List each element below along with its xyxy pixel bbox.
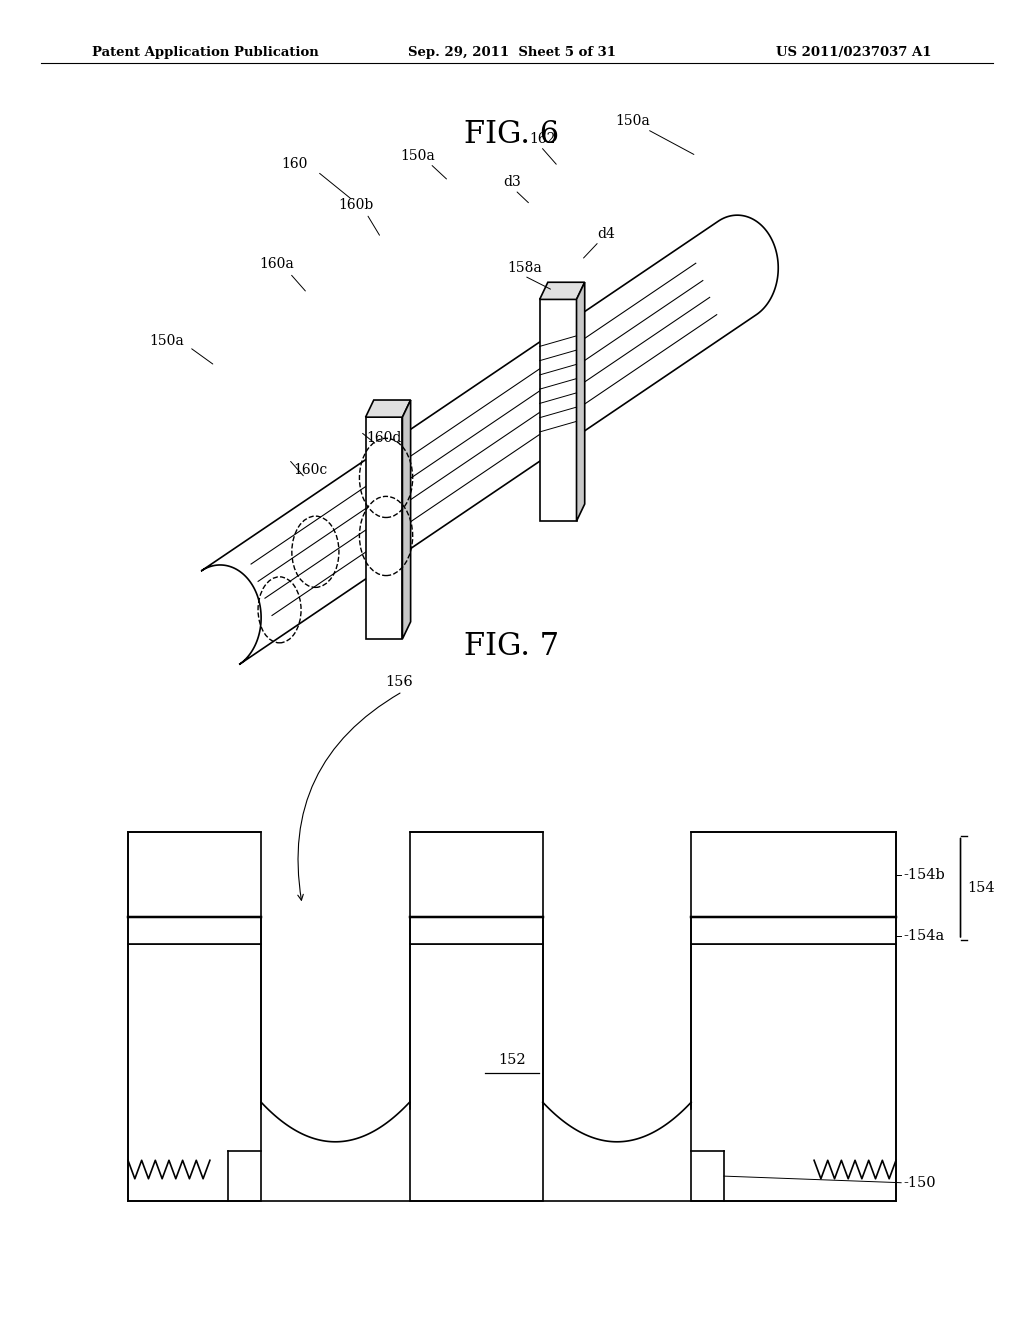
Polygon shape — [540, 282, 585, 300]
Text: 158a: 158a — [507, 261, 542, 275]
Polygon shape — [128, 944, 261, 1201]
Text: 160c: 160c — [293, 463, 328, 477]
Polygon shape — [402, 400, 411, 639]
Text: 150a: 150a — [150, 334, 184, 347]
Text: Patent Application Publication: Patent Application Publication — [92, 46, 318, 59]
Polygon shape — [410, 832, 543, 917]
Text: -154b: -154b — [903, 869, 945, 882]
Polygon shape — [691, 917, 896, 944]
Polygon shape — [366, 400, 411, 417]
Text: 154: 154 — [968, 880, 995, 895]
Polygon shape — [691, 944, 896, 1201]
Text: 160d: 160d — [367, 432, 401, 445]
Text: 156: 156 — [385, 675, 414, 689]
Polygon shape — [410, 917, 543, 944]
Text: FIG. 7: FIG. 7 — [465, 631, 559, 661]
Polygon shape — [577, 282, 585, 521]
Polygon shape — [540, 300, 577, 521]
Text: FIG. 6: FIG. 6 — [465, 119, 559, 149]
Text: Sep. 29, 2011  Sheet 5 of 31: Sep. 29, 2011 Sheet 5 of 31 — [408, 46, 616, 59]
Polygon shape — [366, 417, 402, 639]
Polygon shape — [410, 944, 543, 1201]
Text: 150a: 150a — [615, 115, 650, 128]
Text: 160b: 160b — [339, 198, 374, 211]
Text: -150: -150 — [903, 1176, 936, 1189]
Text: 160: 160 — [282, 157, 308, 170]
Text: d4: d4 — [597, 227, 615, 240]
Text: 160a: 160a — [259, 257, 294, 271]
Text: 152: 152 — [499, 1052, 525, 1067]
Text: -154a: -154a — [903, 929, 944, 942]
Polygon shape — [691, 832, 896, 917]
Polygon shape — [201, 215, 778, 664]
Polygon shape — [128, 917, 261, 944]
Text: 150a: 150a — [400, 149, 435, 162]
Text: 162: 162 — [529, 132, 556, 145]
Text: d3: d3 — [503, 176, 521, 189]
Text: US 2011/0237037 A1: US 2011/0237037 A1 — [776, 46, 932, 59]
Polygon shape — [128, 832, 261, 917]
